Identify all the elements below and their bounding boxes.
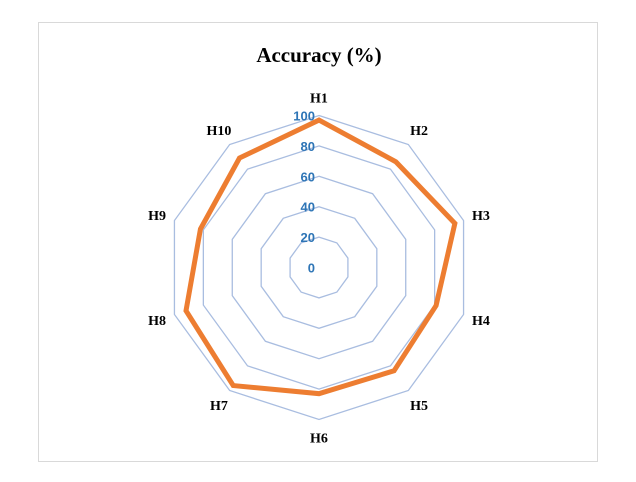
series-line <box>183 117 458 397</box>
category-label: H1 <box>310 91 328 106</box>
category-label: H8 <box>148 314 166 329</box>
category-label: H3 <box>472 209 490 224</box>
r-tick-label: 60 <box>301 169 315 184</box>
r-tick-label: 20 <box>301 230 315 245</box>
category-label: H7 <box>210 399 228 414</box>
chart-title: Accuracy (%) <box>256 43 381 67</box>
grid-ring-20 <box>289 236 349 299</box>
r-tick-label: 100 <box>293 109 315 124</box>
grid-ring-80 <box>202 145 436 390</box>
category-label: H10 <box>206 124 231 139</box>
category-label: H9 <box>148 209 166 224</box>
grid-ring-60 <box>231 175 407 360</box>
category-label: H6 <box>310 432 328 447</box>
grid-ring-40 <box>260 206 378 329</box>
category-label: H4 <box>472 314 490 329</box>
r-tick-label: 0 <box>308 261 315 276</box>
grid-ring-100 <box>173 114 465 421</box>
r-tick-label: 80 <box>301 139 315 154</box>
category-label: H5 <box>410 399 428 414</box>
category-label: H2 <box>410 124 428 139</box>
r-tick-label: 40 <box>301 200 315 215</box>
